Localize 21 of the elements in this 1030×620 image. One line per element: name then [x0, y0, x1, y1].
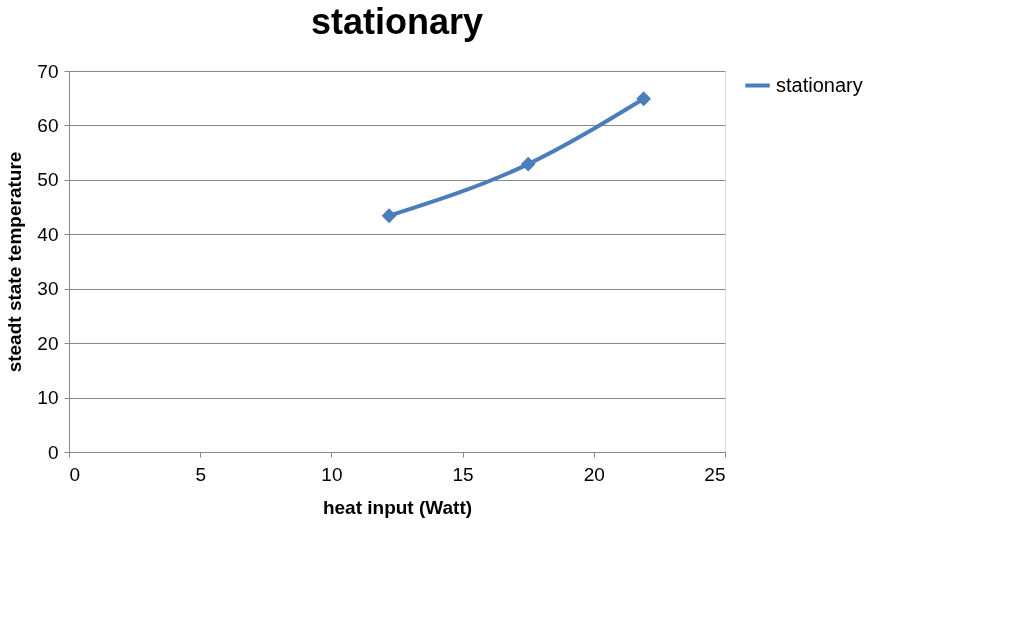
chart-title: stationary [310, 1, 484, 42]
x-axis-title: heat input (Watt) [322, 496, 473, 518]
y-tick-label: 10 [37, 387, 59, 409]
y-tick-label: 50 [37, 169, 59, 191]
x-tick-label: 20 [583, 463, 605, 485]
y-axis-title: steadt state temperature [4, 151, 26, 373]
point [636, 91, 652, 107]
y-tick-label: 20 [37, 332, 59, 354]
legend-label: stationary [776, 73, 863, 96]
x-tick-label: 10 [321, 463, 343, 485]
x-tick-label: 25 [704, 463, 726, 485]
y-tick-label: 70 [37, 60, 59, 82]
x-tick-label: 5 [195, 463, 206, 485]
y-tick-label: 40 [37, 223, 59, 245]
x-tick-label: 15 [452, 463, 474, 485]
y-tick-label: 60 [37, 114, 59, 136]
y-tick-label: 0 [47, 441, 59, 463]
point [381, 208, 397, 224]
point [520, 156, 536, 172]
x-tick-label: 0 [69, 463, 81, 485]
y-tick-label: 30 [37, 278, 59, 300]
